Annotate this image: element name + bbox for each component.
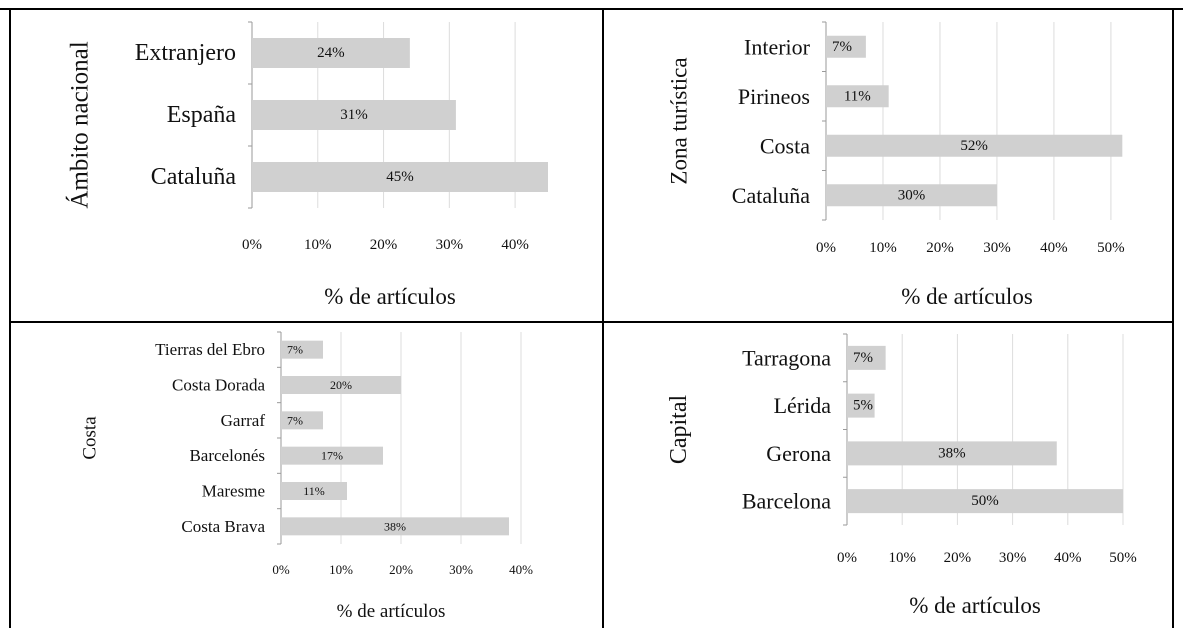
category-label: Tarragona	[742, 345, 831, 370]
bar-gerona	[847, 441, 1057, 466]
x-tick-label: 10%	[329, 562, 353, 577]
category-label: Gerona	[766, 441, 831, 466]
category-label: Costa Brava	[181, 517, 265, 536]
data-label: 7%	[287, 413, 303, 427]
x-axis-title: % de artículos	[337, 601, 446, 622]
bar-espana	[252, 100, 456, 130]
y-axis-title: Costa	[80, 416, 101, 460]
category-label: España	[167, 102, 237, 128]
chart-panel-costa: Tierras del Ebro 7% Costa Dorada 20% Garraf 7…	[0, 322, 603, 628]
category-label: Costa	[760, 133, 810, 158]
x-tick-label: 20%	[944, 550, 972, 566]
data-label: 11%	[844, 88, 871, 104]
frame-left-border	[9, 8, 11, 628]
x-tick-label: 0%	[272, 562, 290, 577]
bar-costa-brava	[281, 517, 509, 536]
frame-top-border	[0, 8, 1183, 10]
chart-panel-ambito-nacional: Extranjero 24% España 31% Cataluña 45% 0% 10% 20…	[0, 0, 603, 322]
x-tick-label: 40%	[501, 237, 529, 253]
bar-garraf	[281, 411, 323, 430]
x-tick-label: 20%	[926, 240, 954, 256]
bar-tarragona	[847, 345, 886, 370]
x-tick-label: 30%	[999, 550, 1027, 566]
data-label: 30%	[898, 187, 926, 203]
y-axis-title: Capital	[666, 395, 692, 465]
category-label: Cataluña	[732, 183, 810, 208]
category-label: Garraf	[221, 411, 266, 430]
x-tick-label: 20%	[370, 237, 398, 253]
data-label: 50%	[971, 493, 999, 509]
x-tick-label: 50%	[1097, 240, 1125, 256]
data-label: 20%	[330, 378, 352, 392]
chart-svg: Interior 7% Pirineos 11% Costa 52% Cataluña 30%…	[667, 21, 1125, 309]
x-tick-label: 30%	[436, 237, 464, 253]
data-label: 5%	[853, 398, 873, 414]
x-axis-title: % de artículos	[324, 284, 456, 309]
chart-panel-zona-turistica: Interior 7% Pirineos 11% Costa 52% Cataluña 30%…	[603, 0, 1183, 322]
category-label: Maresme	[202, 482, 265, 501]
chart-svg: Tierras del Ebro 7% Costa Dorada 20% Garraf 7…	[80, 331, 533, 622]
data-label: 17%	[321, 449, 343, 463]
data-label: 52%	[960, 138, 988, 154]
x-axis-title: % de artículos	[901, 284, 1033, 309]
gridlines	[280, 332, 522, 544]
x-tick-label: 30%	[983, 240, 1011, 256]
bar-interior	[826, 35, 866, 58]
chart-panel-capital: Tarragona 7% Lérida 5% Gerona 38% Barcelona 50%…	[603, 322, 1183, 628]
category-label: Barcelonés	[189, 446, 265, 465]
bar-pirineos	[826, 85, 889, 108]
chart-svg: Tarragona 7% Lérida 5% Gerona 38% Barcelona 50%…	[666, 333, 1137, 618]
x-tick-label: 0%	[816, 240, 836, 256]
bar-cataluna	[252, 162, 548, 192]
x-tick-label: 20%	[389, 562, 413, 577]
x-tick-label: 40%	[509, 562, 533, 577]
category-label: Interior	[744, 34, 811, 59]
category-label: Pirineos	[738, 84, 810, 109]
data-label: 7%	[832, 39, 852, 55]
data-label: 38%	[384, 519, 406, 533]
data-label: 7%	[853, 350, 873, 366]
x-tick-label: 10%	[869, 240, 897, 256]
category-label: Tierras del Ebro	[155, 340, 265, 359]
bar-tierras-del-ebro	[281, 340, 323, 359]
category-label: Barcelona	[742, 489, 831, 514]
chart-svg: Extranjero 24% España 31% Cataluña 45% 0% 10% 20…	[66, 21, 548, 309]
data-label: 11%	[303, 484, 325, 498]
bar-barcelones	[281, 446, 383, 465]
bar-costa	[826, 134, 1123, 157]
frame-vertical-divider	[602, 8, 604, 628]
x-tick-label: 10%	[888, 550, 916, 566]
category-label: Lérida	[774, 393, 832, 418]
x-tick-label: 0%	[837, 550, 857, 566]
x-axis-title: % de artículos	[909, 593, 1041, 618]
category-label: Costa Dorada	[172, 376, 265, 395]
x-tick-label: 30%	[449, 562, 473, 577]
data-label: 7%	[287, 343, 303, 357]
x-tick-label: 40%	[1054, 550, 1082, 566]
bar-maresme	[281, 482, 347, 500]
bar-extranjero	[252, 38, 410, 68]
frame-right-border	[1172, 8, 1174, 628]
data-label: 24%	[317, 45, 345, 61]
bar-cataluna	[826, 184, 997, 207]
bar-lerida	[847, 393, 875, 418]
x-tick-label: 50%	[1109, 550, 1137, 566]
x-tick-label: 10%	[304, 237, 332, 253]
category-label: Cataluña	[151, 164, 237, 190]
data-label: 45%	[386, 169, 414, 185]
bar-barcelona	[847, 489, 1123, 514]
y-axis-title: Zona turística	[667, 57, 692, 184]
x-tick-label: 40%	[1040, 240, 1068, 256]
y-axis-title: Ámbito nacional	[66, 41, 94, 208]
frame-horizontal-divider	[9, 321, 1174, 323]
data-label: 38%	[938, 445, 966, 461]
category-label: Extranjero	[135, 40, 236, 66]
data-label: 31%	[340, 107, 368, 123]
x-tick-label: 0%	[242, 237, 262, 253]
bar-costa-dorada	[281, 376, 401, 394]
